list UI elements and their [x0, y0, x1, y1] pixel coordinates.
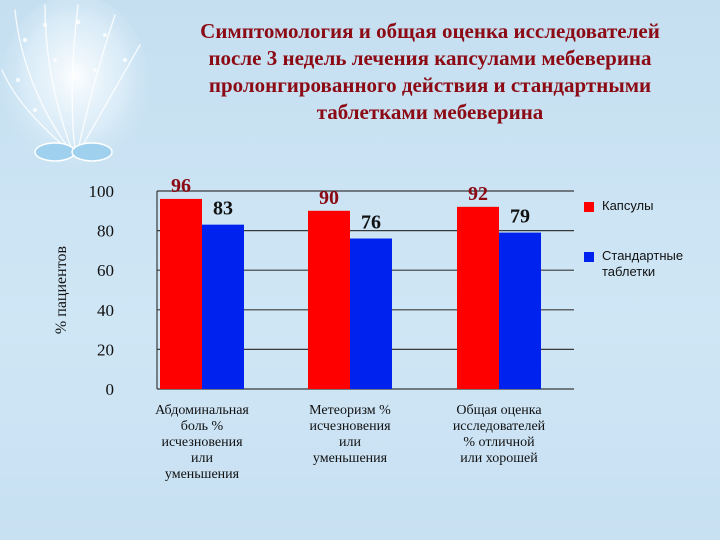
- x-tick-label-line: уменьшения: [165, 467, 240, 482]
- y-tick-label: 60: [97, 261, 114, 280]
- y-tick-label: 100: [89, 182, 115, 201]
- data-label: 90: [319, 187, 339, 209]
- x-tick-label-line: или хорошей: [460, 451, 538, 466]
- x-tick-label-line: или: [191, 451, 213, 466]
- y-tick-label: 40: [97, 301, 114, 320]
- title-line: Симптомология и общая оценка исследовате…: [200, 19, 660, 43]
- x-tick-label-line: исчезновения: [309, 419, 391, 434]
- x-tick-label-line: или: [339, 435, 361, 450]
- data-label: 76: [361, 212, 381, 234]
- x-tick-label-line: исследователей: [453, 419, 546, 434]
- y-tick-label: 20: [97, 340, 114, 359]
- bar-capsules: [160, 198, 202, 389]
- slide-title: Симптомология и общая оценка исследовате…: [150, 18, 710, 126]
- x-tick-label: Метеоризм % исчезновения или уменьшения: [309, 403, 391, 466]
- bar-tablets: [350, 238, 392, 389]
- x-tick-label-line: Общая оценка: [456, 403, 542, 418]
- legend-item-capsules: Капсулы: [584, 198, 714, 214]
- bar-capsules: [308, 210, 350, 389]
- legend-swatch-tablets: [584, 252, 594, 262]
- data-label: 83: [213, 198, 233, 220]
- x-tick-label-line: боль %: [181, 419, 224, 434]
- x-tick-label-line: исчезновения: [161, 435, 243, 450]
- legend-label-tablets: Стандартные таблетки: [602, 248, 684, 279]
- bar-tablets: [202, 224, 244, 389]
- x-tick-label-line: Метеоризм %: [309, 403, 391, 418]
- x-tick-label: Абдоминальная боль % исчезновения или уменьш…: [155, 403, 249, 482]
- bar-tablets: [499, 232, 541, 389]
- data-label: 92: [468, 183, 488, 205]
- x-tick-label-line: % отличной: [463, 435, 535, 450]
- feather-decoration-icon: [0, 0, 150, 175]
- data-label: 96: [171, 175, 191, 197]
- bar-capsules: [457, 206, 499, 389]
- chart-legend: Капсулы Стандартные таблетки: [584, 198, 714, 280]
- data-label: 79: [510, 206, 530, 228]
- x-tick-label-line: Абдоминальная: [155, 403, 249, 418]
- title-line: пролонгированного действия и стандартным…: [208, 73, 652, 97]
- title-line: после 3 недель лечения капсулами мебевер…: [208, 46, 652, 70]
- y-tick-label: 80: [97, 222, 114, 241]
- x-tick-label: Общая оценка исследователей% отличной или …: [453, 403, 546, 466]
- title-line: таблетками мебеверина: [316, 100, 544, 124]
- legend-label-capsules: Капсулы: [602, 198, 654, 213]
- y-tick-label: 0: [106, 380, 115, 399]
- x-tick-label-line: уменьшения: [313, 451, 388, 466]
- legend-swatch-capsules: [584, 202, 594, 212]
- legend-item-tablets: Стандартные таблетки: [584, 248, 714, 280]
